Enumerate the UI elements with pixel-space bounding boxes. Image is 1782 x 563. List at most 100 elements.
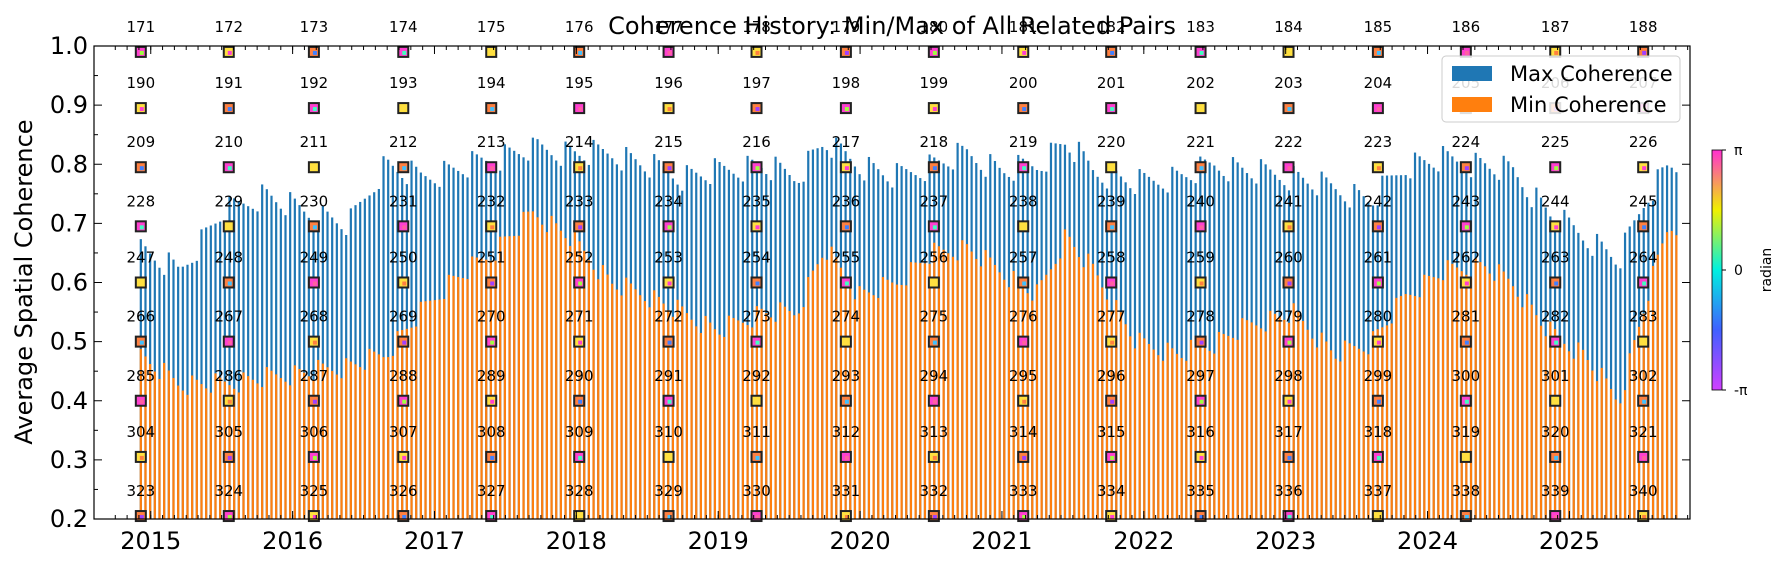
pair-label: 267 xyxy=(214,308,243,326)
phase-marker-core xyxy=(932,281,937,286)
pair-label: 272 xyxy=(654,308,683,326)
min-bar xyxy=(489,260,492,519)
min-bar xyxy=(1567,351,1571,519)
min-bar xyxy=(1073,246,1076,520)
phase-marker-core xyxy=(1554,281,1559,286)
pair-label: 304 xyxy=(126,423,155,441)
max-bar xyxy=(209,225,212,519)
phase-marker-core xyxy=(490,166,495,171)
pair-label: 274 xyxy=(832,308,861,326)
phase-marker-core xyxy=(312,340,317,345)
phase-marker-core xyxy=(578,50,583,55)
phase-marker-core xyxy=(755,515,760,520)
phase-marker-core xyxy=(312,515,317,520)
phase-marker-core xyxy=(755,50,760,55)
phase-marker-core xyxy=(932,225,937,230)
pair-label: 338 xyxy=(1452,482,1481,500)
min-bar xyxy=(1301,320,1305,519)
min-bar xyxy=(172,378,175,519)
min-bar xyxy=(373,351,376,519)
min-bar xyxy=(1619,403,1622,519)
min-bar xyxy=(139,348,142,519)
min-bar xyxy=(545,232,548,520)
min-bar xyxy=(405,328,408,519)
phase-marker-core xyxy=(844,107,849,112)
max-bar xyxy=(359,201,362,519)
pair-label: 242 xyxy=(1364,192,1393,210)
min-bar xyxy=(1105,299,1109,519)
min-bar xyxy=(970,251,973,519)
min-bar xyxy=(877,297,880,519)
min-bar xyxy=(209,392,212,519)
phase-marker-core xyxy=(578,225,583,230)
pair-label: 273 xyxy=(742,308,771,326)
min-bar xyxy=(1353,346,1356,519)
min-bar xyxy=(989,257,992,519)
pair-label: 237 xyxy=(920,192,949,210)
phase-marker-core xyxy=(1110,166,1115,171)
x-tick-label: 2016 xyxy=(262,527,323,555)
pair-label: 218 xyxy=(920,133,949,151)
max-bar xyxy=(242,203,245,519)
pair-label: 183 xyxy=(1186,18,1215,36)
min-bar xyxy=(1493,280,1496,519)
min-bar xyxy=(279,378,282,519)
min-bar xyxy=(793,315,796,519)
phase-marker-core xyxy=(1554,515,1559,520)
min-bar xyxy=(1119,312,1123,519)
min-bar xyxy=(1367,354,1370,519)
min-bar xyxy=(1059,258,1062,519)
min-bar xyxy=(359,367,362,519)
min-bar xyxy=(1577,342,1580,519)
phase-marker-core xyxy=(1464,399,1469,404)
min-bar xyxy=(349,361,352,519)
pair-label: 266 xyxy=(126,308,155,326)
min-bar xyxy=(1152,349,1155,519)
phase-marker-core xyxy=(932,340,937,345)
min-bar xyxy=(1614,399,1617,519)
y-tick-label: 1.0 xyxy=(50,32,88,60)
pair-label: 215 xyxy=(654,133,683,151)
min-bar xyxy=(251,379,254,519)
min-bar xyxy=(1633,340,1636,519)
min-bar xyxy=(807,276,810,519)
min-bar xyxy=(727,315,731,519)
x-tick-label: 2017 xyxy=(404,527,465,555)
pair-label: 219 xyxy=(1009,133,1038,151)
phase-marker-core xyxy=(490,455,495,460)
min-bar xyxy=(1516,296,1519,519)
x-tick-label: 2024 xyxy=(1397,527,1458,555)
phase-marker-core xyxy=(1022,515,1027,520)
phase-marker-core xyxy=(402,50,407,55)
min-bar xyxy=(751,327,754,519)
min-bar xyxy=(401,329,404,519)
phase-marker-core xyxy=(1554,455,1559,460)
min-bar xyxy=(1203,348,1207,519)
pair-label: 173 xyxy=(300,18,329,36)
pair-label: 285 xyxy=(126,367,155,385)
min-bar xyxy=(802,307,805,519)
min-bar xyxy=(1656,254,1659,519)
phase-marker-core xyxy=(1022,225,1027,230)
max-bar xyxy=(1175,170,1179,520)
phase-marker-core xyxy=(844,281,849,286)
min-bar xyxy=(1306,329,1309,519)
phase-marker-core xyxy=(1287,225,1292,230)
pair-label: 260 xyxy=(1274,249,1303,267)
pair-label: 178 xyxy=(742,18,771,36)
pair-label: 211 xyxy=(300,133,329,151)
pair-label: 298 xyxy=(1274,367,1303,385)
pair-label: 177 xyxy=(654,18,683,36)
phase-marker-core xyxy=(1022,399,1027,404)
min-bar xyxy=(1077,257,1081,519)
phase-marker-core xyxy=(1554,166,1559,171)
min-bar xyxy=(573,231,576,519)
x-tick-label: 2015 xyxy=(120,527,181,555)
min-bar xyxy=(1381,327,1384,519)
min-bar xyxy=(1185,360,1188,519)
pair-label: 271 xyxy=(565,308,594,326)
min-bar xyxy=(205,388,208,519)
max-bar xyxy=(256,211,259,519)
pair-label: 256 xyxy=(920,249,949,267)
pair-label: 302 xyxy=(1629,367,1658,385)
